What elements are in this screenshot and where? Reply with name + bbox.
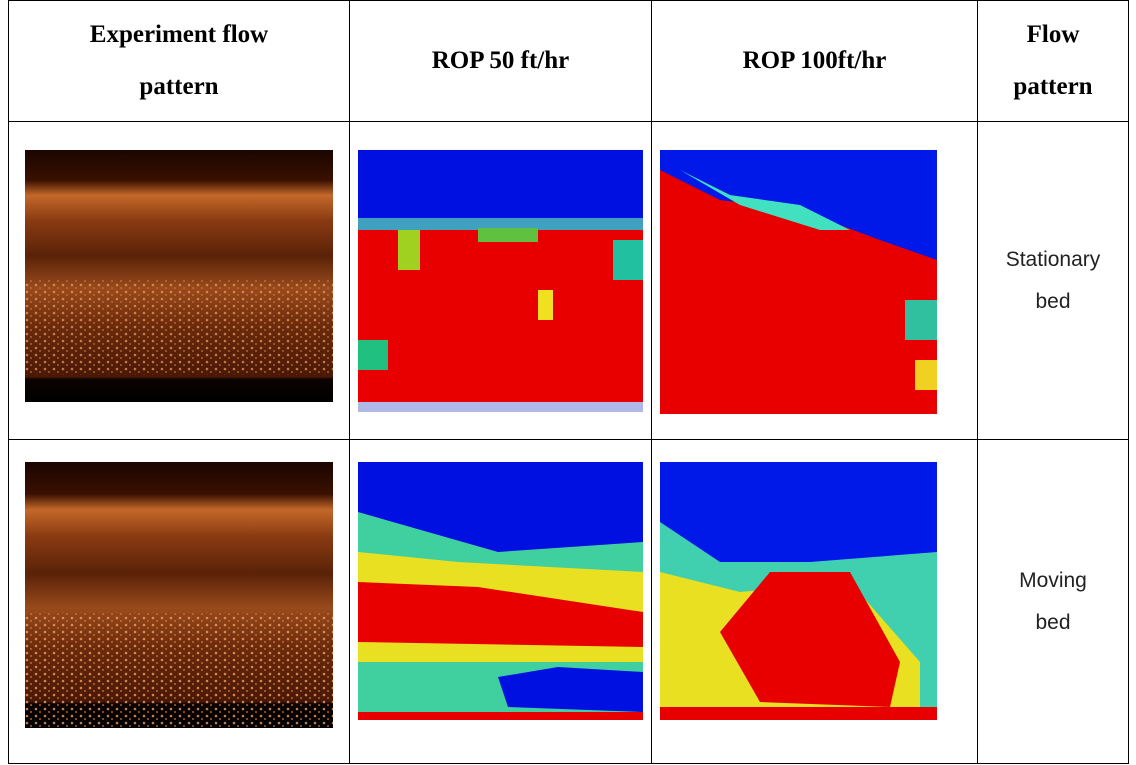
border — [8, 763, 1129, 764]
header-text: Experiment flow pattern — [59, 9, 299, 113]
experiment-photo — [25, 150, 333, 402]
heatmap — [358, 462, 643, 720]
header-cell: Experiment flow pattern — [9, 1, 349, 121]
flow-pattern-text: Moving bed — [1003, 560, 1103, 644]
heatmap — [358, 150, 643, 412]
border — [1128, 0, 1129, 764]
header-cell: Flow pattern — [978, 1, 1128, 121]
border — [8, 121, 1129, 122]
body-cell: Moving bed — [978, 440, 1128, 763]
header-text: ROP 100ft/hr — [743, 35, 887, 87]
table-page: Experiment flow pattern ROP 50 ft/hr ROP… — [0, 0, 1136, 765]
flow-pattern-text: Stationary bed — [993, 239, 1113, 323]
header-cell: ROP 50 ft/hr — [350, 1, 651, 121]
body-cell: Stationary bed — [978, 122, 1128, 439]
heatmap — [660, 462, 937, 720]
border — [8, 439, 1129, 440]
header-text: ROP 50 ft/hr — [432, 35, 570, 87]
header-cell: ROP 100ft/hr — [652, 1, 977, 121]
heatmap — [660, 150, 937, 414]
experiment-photo — [25, 462, 333, 728]
header-text: Flow pattern — [993, 9, 1113, 113]
